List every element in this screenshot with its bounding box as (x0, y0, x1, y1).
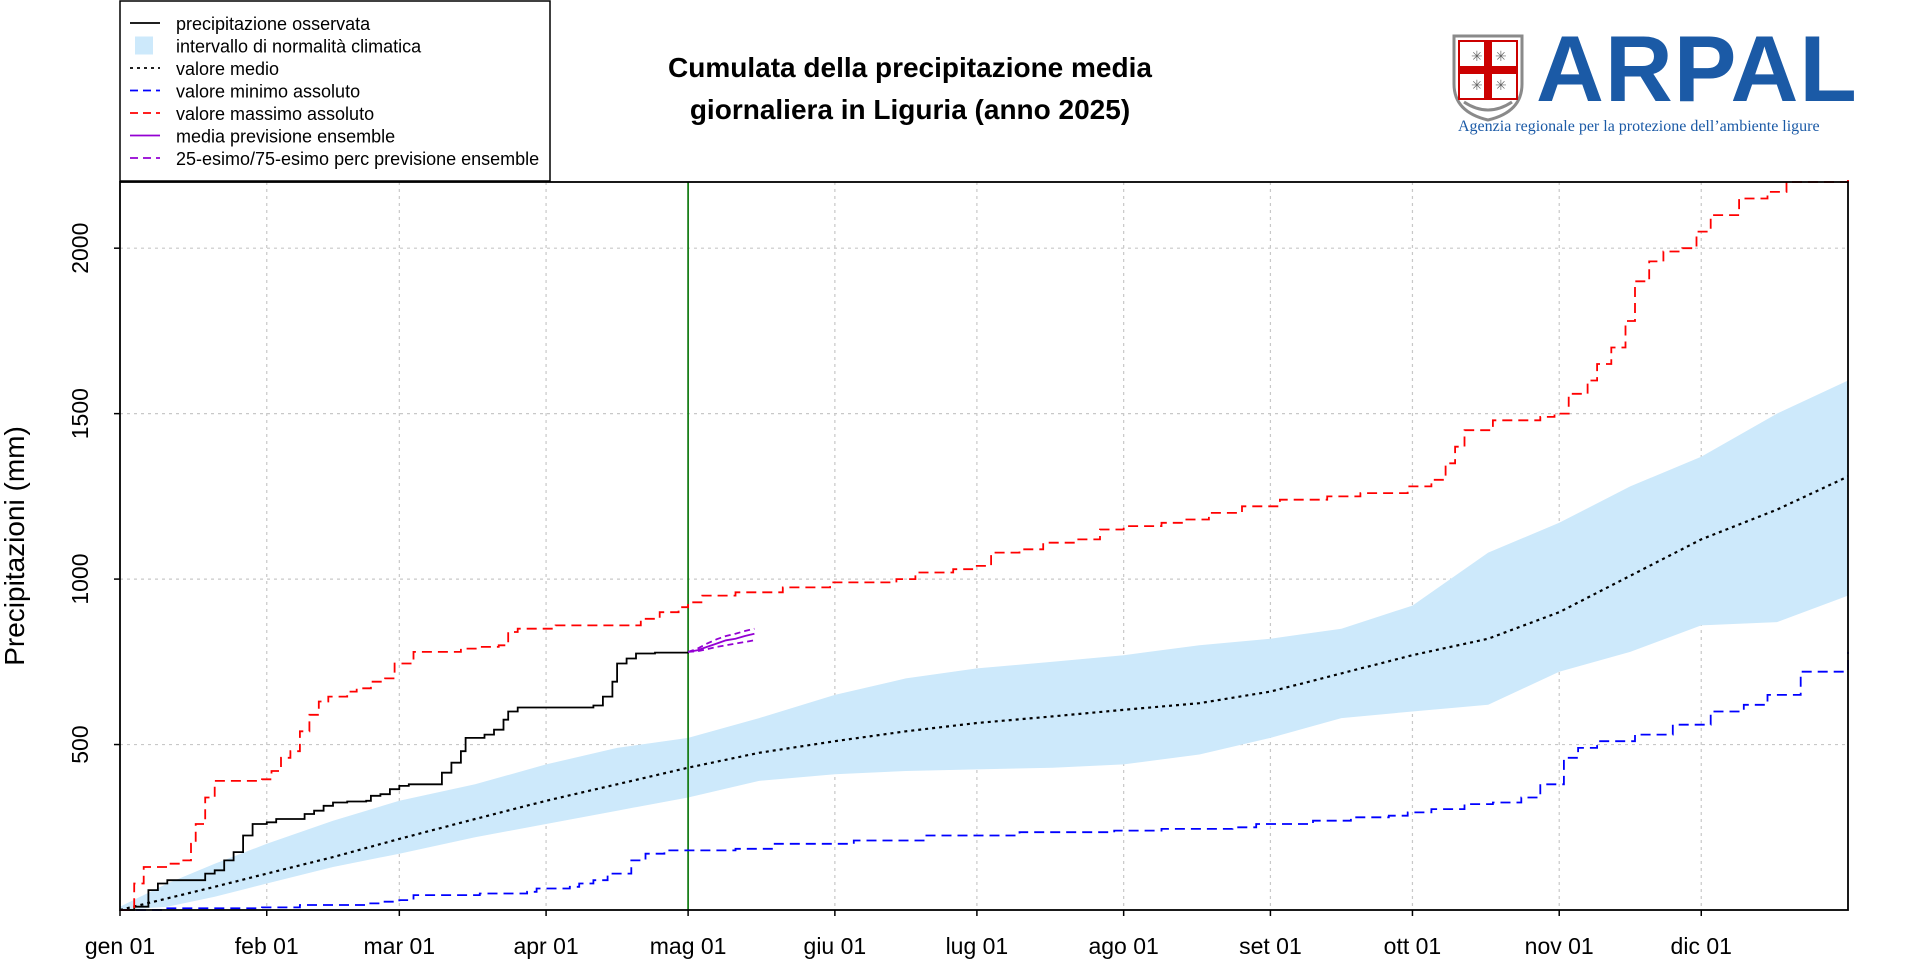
legend-swatch-1 (135, 36, 153, 55)
series-line-3 (120, 178, 1849, 911)
legend-label-6: 25-esimo/75-esimo perc previsione ensemb… (176, 149, 539, 169)
x-tick-label: set 01 (1239, 933, 1302, 959)
legend-box (119, 0, 551, 182)
svg-text:✳: ✳ (1495, 78, 1507, 94)
liguria-coat-of-arms-icon: ✳ ✳ ✳ ✳ (1452, 34, 1524, 122)
series-line-2 (120, 651, 1849, 911)
legend-label-0: precipitazione osservata (176, 14, 371, 34)
x-tick-label: dic 01 (1671, 933, 1732, 959)
series-line-0 (120, 651, 689, 911)
arpal-logo: ✳ ✳ ✳ ✳ ARPAL Agenzia regionale per la p… (1450, 22, 1870, 148)
svg-text:✳: ✳ (1495, 49, 1507, 65)
x-tick-label: nov 01 (1525, 933, 1594, 959)
x-tick-label: feb 01 (235, 933, 299, 959)
x-tick-label: apr 01 (513, 933, 578, 959)
svg-text:✳: ✳ (1471, 49, 1483, 65)
y-tick-label: 1000 (67, 554, 93, 605)
logo-subtitle: Agenzia regionale per la protezione dell… (1458, 118, 1820, 135)
legend-label-5: media previsione ensemble (176, 127, 395, 147)
chart-title-line-2: giornaliera in Liguria (anno 2025) (689, 94, 1131, 125)
legend-label-1: intervallo di normalità climatica (176, 37, 422, 57)
legend-label-3: valore minimo assoluto (176, 82, 360, 102)
x-tick-label: mar 01 (364, 933, 436, 959)
x-tick-label: ago 01 (1088, 933, 1158, 959)
y-tick-label: 1500 (67, 388, 93, 439)
legend-label-4: valore massimo assoluto (176, 104, 374, 124)
y-axis-label: Precipitazioni (mm) (0, 426, 30, 666)
normality-band (120, 380, 1848, 910)
chart-title-line-1: Cumulata della precipitazione media (668, 52, 1152, 83)
x-tick-label: lug 01 (946, 933, 1009, 959)
series-line-6 (688, 639, 755, 653)
x-tick-label: gen 01 (85, 933, 155, 959)
y-tick-label: 500 (67, 725, 93, 763)
y-tick-label: 2000 (67, 223, 93, 274)
legend-label-2: valore medio (176, 59, 279, 79)
x-tick-label: giu 01 (804, 933, 867, 959)
svg-text:✳: ✳ (1471, 78, 1483, 94)
plot-frame (119, 181, 1849, 911)
logo-wordmark: ARPAL (1536, 16, 1858, 121)
x-tick-label: ott 01 (1384, 933, 1442, 959)
series-line-5 (687, 627, 755, 653)
x-tick-label: mag 01 (650, 933, 727, 959)
series-line-4 (687, 632, 755, 653)
series-line-1 (119, 475, 1849, 912)
